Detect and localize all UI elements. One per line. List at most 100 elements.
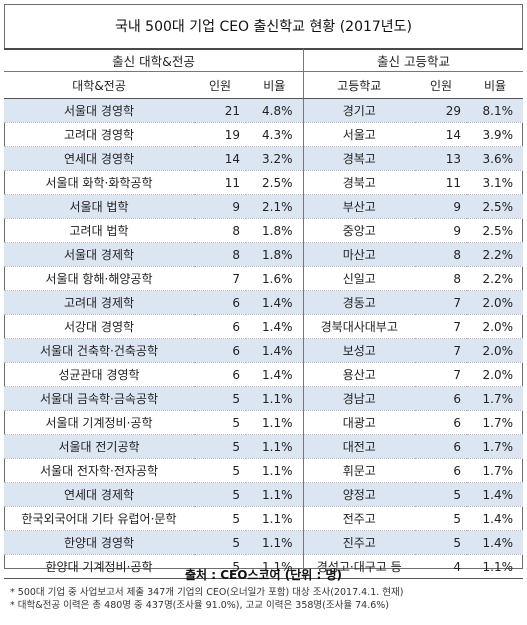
cell-ratio-univ: 1.1% <box>246 410 303 435</box>
cell-ratio-hs: 1.1% <box>467 554 523 579</box>
cell-ratio-univ: 1.1% <box>246 530 303 555</box>
cell-count-univ: 21 <box>194 98 246 123</box>
cell-ratio-univ: 2.1% <box>246 194 303 219</box>
cell-count-hs: 6 <box>415 458 467 483</box>
cell-count-univ: 5 <box>194 386 246 411</box>
cell-ratio-hs: 3.9% <box>467 122 523 147</box>
cell-count-univ: 6 <box>194 338 246 363</box>
cell-count-univ: 5 <box>194 554 246 579</box>
cell-major: 연세대 경제학 <box>4 482 194 507</box>
cell-count-hs: 7 <box>415 314 467 339</box>
table-row: 서강대 경영학 6 1.4% 경북대사대부고 7 2.0% <box>4 314 523 339</box>
cell-ratio-hs: 2.2% <box>467 242 523 267</box>
cell-ratio-univ: 1.8% <box>246 242 303 267</box>
cell-major: 서울대 경제학 <box>4 242 194 267</box>
cell-count-hs: 7 <box>415 362 467 387</box>
cell-count-univ: 6 <box>194 290 246 315</box>
cell-ratio-hs: 2.0% <box>467 362 523 387</box>
cell-school: 서울고 <box>302 122 415 147</box>
col-header-major: 대학&전공 <box>4 72 194 99</box>
table-row: 서울대 법학 9 2.1% 부산고 9 2.5% <box>4 194 523 219</box>
table-row: 서울대 화학·화학공학 11 2.5% 경북고 11 3.1% <box>4 170 523 195</box>
cell-ratio-hs: 1.4% <box>467 530 523 555</box>
cell-count-hs: 6 <box>415 386 467 411</box>
cell-school: 경기고 <box>302 98 415 123</box>
cell-count-univ: 5 <box>194 410 246 435</box>
cell-ratio-univ: 1.4% <box>246 314 303 339</box>
cell-major: 서울대 기계정비·공학 <box>4 410 194 435</box>
source-caption: 출처 : CEO스코어 (단위 : 명) <box>185 568 342 582</box>
cell-ratio-univ: 1.1% <box>246 506 303 531</box>
cell-school: 부산고 <box>302 194 415 219</box>
cell-count-hs: 9 <box>415 194 467 219</box>
cell-count-hs: 6 <box>415 434 467 459</box>
table-row: 연세대 경영학 14 3.2% 경복고 13 3.6% <box>4 146 523 171</box>
cell-school: 양정고 <box>302 482 415 507</box>
cell-ratio-univ: 1.1% <box>246 458 303 483</box>
cell-ratio-hs: 1.7% <box>467 410 523 435</box>
cell-count-hs: 14 <box>415 122 467 147</box>
table-row: 서울대 경영학 21 4.8% 경기고 29 8.1% <box>4 98 523 123</box>
cell-ratio-hs: 1.7% <box>467 386 523 411</box>
cell-school: 경남고 <box>302 386 415 411</box>
cell-school: 경동고 <box>302 290 415 315</box>
cell-major: 고려대 법학 <box>4 218 194 243</box>
cell-count-univ: 5 <box>194 458 246 483</box>
cell-ratio-univ: 1.4% <box>246 338 303 363</box>
table-row: 서울대 전자학·전자공학 5 1.1% 휘문고 6 1.7% <box>4 458 523 483</box>
cell-count-hs: 5 <box>415 530 467 555</box>
cell-count-hs: 4 <box>415 554 467 579</box>
table-row: 한양대 기계정비·공학 5 1.1% 경성고·대구고 등 4 1.1% <box>4 554 523 579</box>
table-row: 고려대 경영학 19 4.3% 서울고 14 3.9% <box>4 122 523 147</box>
page-title: 국내 500대 기업 CEO 출신학교 현황 (2017년도) <box>114 19 413 35</box>
cell-major: 서울대 화학·화학공학 <box>4 170 194 195</box>
table-row: 고려대 법학 8 1.8% 중앙고 9 2.5% <box>4 218 523 243</box>
cell-ratio-univ: 2.5% <box>246 170 303 195</box>
cell-count-hs: 8 <box>415 242 467 267</box>
cell-ratio-univ: 1.6% <box>246 266 303 291</box>
cell-major: 한국외국어대 기타 유럽어·문학 <box>4 506 194 531</box>
cell-major: 성균관대 경영학 <box>4 362 194 387</box>
footnote-survey-scope: * 500대 기업 중 사업보고서 제출 347개 기업의 CEO(오너일가 포… <box>10 587 404 598</box>
table-row: 연세대 경제학 5 1.1% 양정고 5 1.4% <box>4 482 523 507</box>
cell-major: 고려대 경제학 <box>4 290 194 315</box>
cell-ratio-univ: 1.4% <box>246 290 303 315</box>
cell-major: 서울대 경영학 <box>4 98 194 123</box>
cell-count-hs: 5 <box>415 482 467 507</box>
cell-count-univ: 5 <box>194 506 246 531</box>
col-header-count-hs: 인원 <box>415 72 467 99</box>
cell-count-univ: 5 <box>194 434 246 459</box>
table-row: 서울대 기계정비·공학 5 1.1% 대광고 6 1.7% <box>4 410 523 435</box>
cell-ratio-hs: 2.0% <box>467 314 523 339</box>
cell-ratio-hs: 3.6% <box>467 146 523 171</box>
cell-school: 경복고 <box>302 146 415 171</box>
university-group-header: 출신 대학&전공 <box>4 48 303 72</box>
ceo-school-table: 대학&전공 인원 비율 고등학교 인원 비율 서울대 경영학 21 4.8% 경기고 2… <box>4 72 523 579</box>
col-header-ratio-univ: 비율 <box>246 72 303 99</box>
cell-ratio-univ: 1.1% <box>246 482 303 507</box>
col-header-count-univ: 인원 <box>194 72 246 99</box>
highschool-group-header: 출신 고등학교 <box>303 48 523 72</box>
cell-ratio-hs: 2.0% <box>467 290 523 315</box>
cell-major: 서울대 법학 <box>4 194 194 219</box>
table-row: 서울대 항해·해양공학 7 1.6% 신일고 8 2.2% <box>4 266 523 291</box>
cell-ratio-hs: 2.2% <box>467 266 523 291</box>
cell-school: 대전고 <box>302 434 415 459</box>
cell-school: 중앙고 <box>302 218 415 243</box>
col-header-ratio-hs: 비율 <box>467 72 523 99</box>
cell-ratio-hs: 1.7% <box>467 434 523 459</box>
cell-ratio-univ: 1.1% <box>246 554 303 579</box>
table-row: 서울대 전기공학 5 1.1% 대전고 6 1.7% <box>4 434 523 459</box>
cell-count-univ: 9 <box>194 194 246 219</box>
cell-count-univ: 11 <box>194 170 246 195</box>
cell-major: 서울대 항해·해양공학 <box>4 266 194 291</box>
cell-ratio-hs: 2.5% <box>467 194 523 219</box>
col-header-school: 고등학교 <box>302 72 415 99</box>
cell-school: 경북고 <box>302 170 415 195</box>
cell-school: 신일고 <box>302 266 415 291</box>
cell-count-hs: 5 <box>415 506 467 531</box>
cell-ratio-hs: 2.0% <box>467 338 523 363</box>
cell-major: 서울대 전기공학 <box>4 434 194 459</box>
cell-count-hs: 7 <box>415 290 467 315</box>
cell-ratio-hs: 3.1% <box>467 170 523 195</box>
